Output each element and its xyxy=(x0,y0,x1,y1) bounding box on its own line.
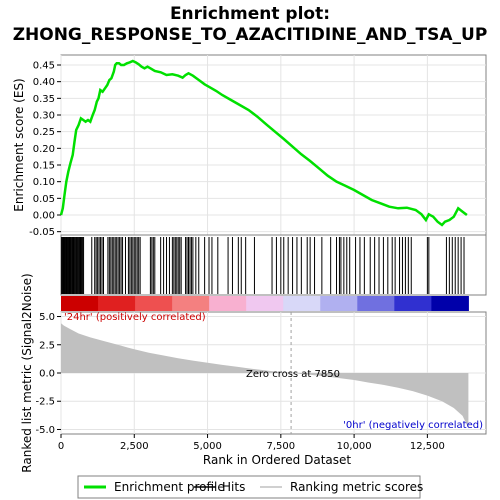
rank-bar-segment xyxy=(172,296,210,311)
x-axis-label: Rank in Ordered Dataset xyxy=(203,453,351,467)
legend-label: Ranking metric scores xyxy=(290,480,423,494)
rank-bar-segment xyxy=(61,296,99,311)
es-y-tick-label: 0.00 xyxy=(33,211,55,222)
rank-y-tick-label: -5.0 xyxy=(35,425,55,436)
chart-title-line1: Enrichment plot: xyxy=(170,4,330,24)
rank-bar-segment xyxy=(283,296,321,311)
x-tick-label: 7,500 xyxy=(267,441,296,452)
positive-correlation-label: '24hr' (positively correlated) xyxy=(64,312,206,323)
rank-bar-segment xyxy=(135,296,173,311)
rank-color-bar xyxy=(61,296,469,311)
legend-label: Hits xyxy=(222,480,245,494)
es-y-tick-label: 0.10 xyxy=(33,177,55,188)
rank-y-ticks: -5.0 -2.5 0.0 2.5 5.0 xyxy=(35,312,61,436)
es-y-axis-label: Enrichment score (ES) xyxy=(12,78,26,211)
legend-box xyxy=(77,475,421,499)
legend-label: Enrichment profile xyxy=(114,480,225,494)
rank-bar-segment xyxy=(431,296,469,311)
x-tick-label: 12,500 xyxy=(410,441,445,452)
es-y-tick-label: 0.40 xyxy=(33,77,55,88)
es-y-tick-label: -0.05 xyxy=(29,227,55,238)
es-y-tick-label: 0.20 xyxy=(33,144,55,155)
rank-bar-segment xyxy=(98,296,136,311)
rank-y-tick-label: -2.5 xyxy=(35,397,55,408)
zero-cross-label: Zero cross at 7850 xyxy=(246,369,340,380)
x-tick-label: 2,500 xyxy=(120,441,149,452)
enrichment-profile-line xyxy=(59,59,468,227)
rank-bar-segment xyxy=(320,296,358,311)
rank-bar-segment xyxy=(209,296,247,311)
hits-marks xyxy=(61,237,465,294)
rank-bar-segment xyxy=(394,296,432,311)
rank-bar-segment xyxy=(246,296,284,311)
ranking-metric-area xyxy=(61,323,469,429)
es-y-tick-label: 0.35 xyxy=(33,94,55,105)
x-ticks: 0 2,500 5,000 7,500 10,000 12,500 xyxy=(58,434,445,452)
rank-y-tick-label: 0.0 xyxy=(39,369,55,380)
rank-y-tick-label: 5.0 xyxy=(39,312,55,323)
x-tick-label: 10,000 xyxy=(337,441,372,452)
x-tick-label: 0 xyxy=(58,441,64,452)
rank-y-axis-label: Ranked list metric (Signal2Noise) xyxy=(20,273,34,472)
rank-y-tick-label: 2.5 xyxy=(39,340,55,351)
es-panel-frame xyxy=(60,54,487,236)
hits-panel-frame xyxy=(60,234,487,296)
rank-bar-segment xyxy=(357,296,395,311)
es-y-tick-label: 0.30 xyxy=(33,111,55,122)
x-tick-label: 5,000 xyxy=(193,441,222,452)
es-y-tick-label: 0.05 xyxy=(33,194,55,205)
es-y-tick-label: 0.45 xyxy=(33,61,55,72)
es-y-tick-label: 0.15 xyxy=(33,161,55,172)
es-y-ticks: -0.05 0.00 0.05 0.10 0.15 0.20 0.25 0.30 0.35 0.4… xyxy=(29,61,61,238)
chart-title-line2: ZHONG_RESPONSE_TO_AZACITIDINE_AND_TSA_UP xyxy=(13,25,488,45)
negative-correlation-label: '0hr' (negatively correlated) xyxy=(343,420,483,431)
es-y-tick-label: 0.25 xyxy=(33,127,55,138)
